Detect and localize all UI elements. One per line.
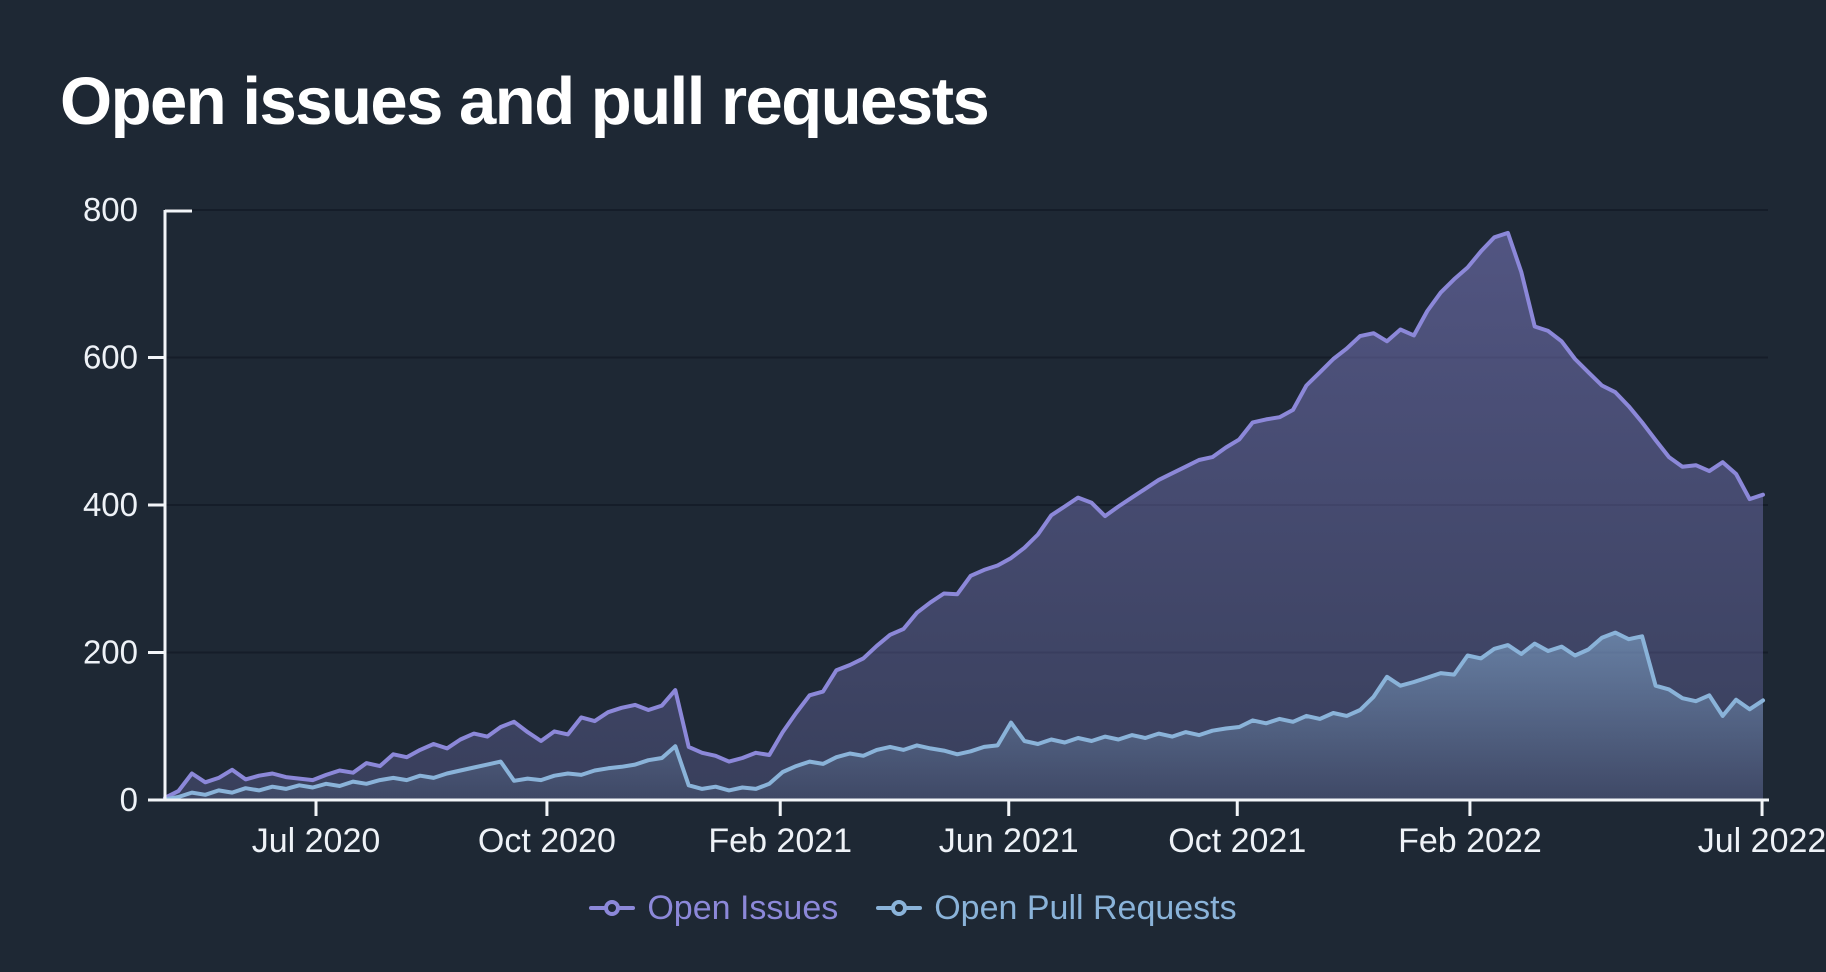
- y-tick-label-200: 200: [83, 634, 138, 671]
- open-issues-line[interactable]: [163, 230, 1765, 800]
- legend-item-open-issues[interactable]: Open Issues: [589, 889, 838, 928]
- open-pull-requests-line[interactable]: [163, 630, 1765, 802]
- page-title: Open issues and pull requests: [60, 63, 990, 139]
- open-pull-requests-marker-icon: [876, 900, 923, 916]
- x-tick-label-Jul-2022: Jul 2022: [1698, 822, 1826, 860]
- y-tick-label-0: 0: [120, 781, 138, 818]
- x-tick-label-Jun-2021: Jun 2021: [939, 822, 1079, 860]
- x-tick-label-Oct-2020: Oct 2020: [478, 822, 616, 860]
- open-pull-requests-area: [165, 632, 1763, 800]
- legend-label-open-pull-requests: Open Pull Requests: [934, 888, 1237, 927]
- legend-label-open-issues: Open Issues: [647, 888, 839, 927]
- open-issues-marker-icon: [589, 900, 636, 916]
- x-tick-label-Feb-2022: Feb 2022: [1398, 822, 1542, 860]
- x-tick-label-Oct-2021: Oct 2021: [1168, 822, 1306, 860]
- chart-legend: Open Issues Open Pull Requests: [0, 880, 1826, 936]
- open-issues-area: [165, 232, 1763, 800]
- y-tick-label-600: 600: [83, 339, 138, 376]
- y-tick-label-800: 800: [83, 191, 138, 228]
- x-tick-label-Jul-2020: Jul 2020: [252, 822, 381, 860]
- x-tick-label-Feb-2021: Feb 2021: [708, 822, 852, 860]
- y-tick-label-400: 400: [83, 486, 138, 523]
- legend-item-open-pull-requests[interactable]: Open Pull Requests: [876, 888, 1237, 928]
